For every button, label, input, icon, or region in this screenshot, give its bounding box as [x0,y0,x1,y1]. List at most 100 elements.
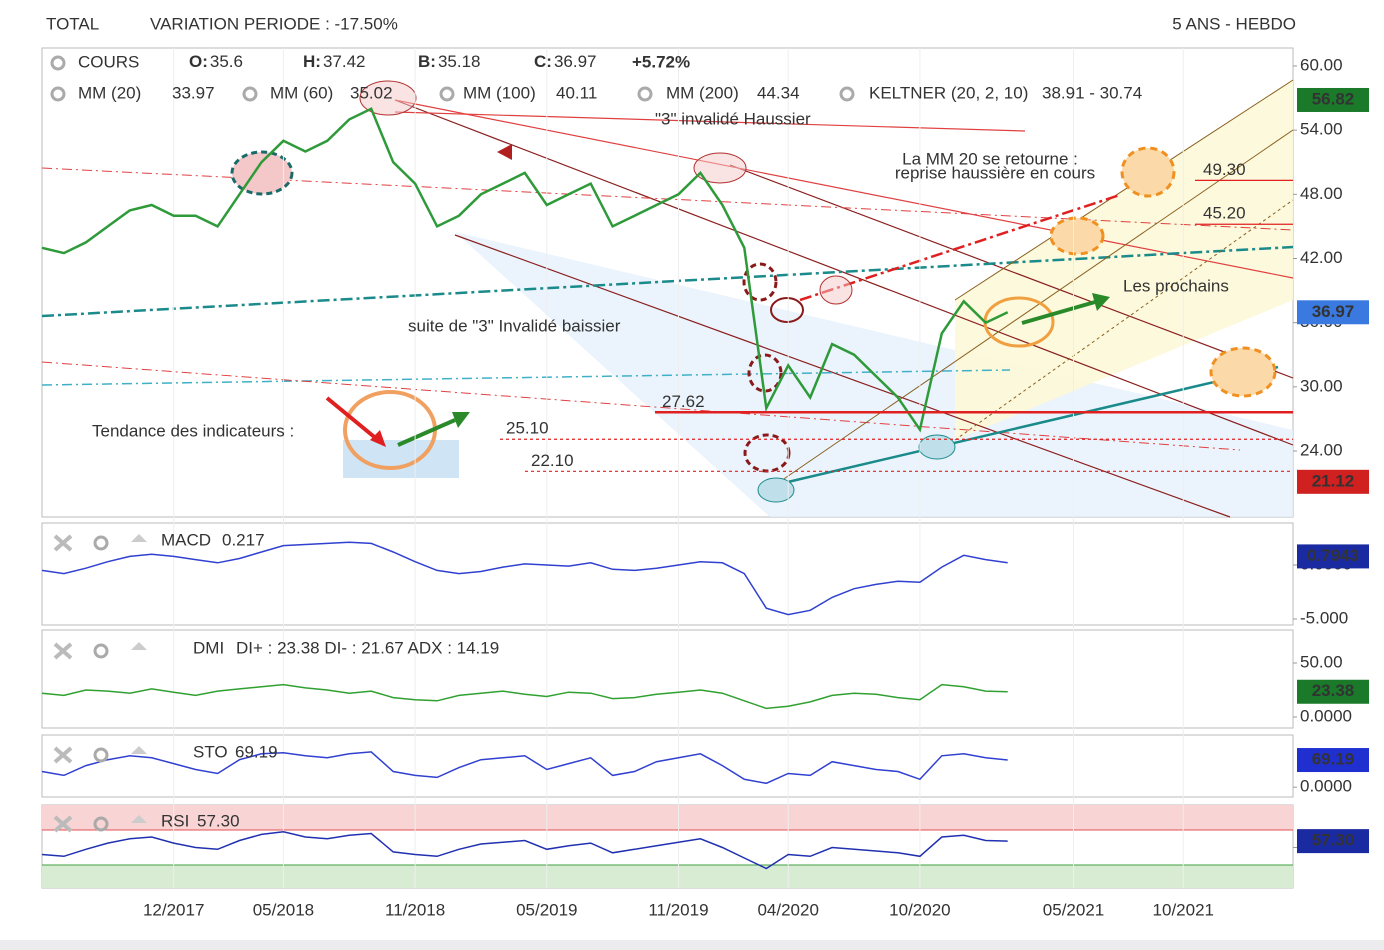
price-badge [1297,87,1369,112]
move-icon [131,746,147,754]
channel-line [774,129,1294,486]
highlight [693,152,747,184]
channel-line [454,234,1231,518]
x-tick-label: 12/2017 [143,900,204,919]
arrow-head [452,412,470,428]
change: +5.72% [632,52,690,71]
annotation: Les prochains [1123,276,1229,295]
title: TOTAL [46,14,99,33]
highlight [359,80,417,116]
annotation: "3" invalidé Haussier [655,109,811,128]
arrow-head [1092,293,1110,311]
y-tick-label: 48.00 [1300,184,1343,203]
level-label: 27.62 [662,392,705,411]
x-tick-label: 05/2019 [516,900,577,919]
value-badge-label: 57.30 [1312,831,1355,850]
value-badge-label: 69.19 [1312,750,1355,769]
price-badge-label: 36.97 [1312,302,1355,321]
arrow [397,418,456,447]
gear-icon [93,535,109,551]
y-tick-label: 54.00 [1300,120,1343,139]
legend-label: COURS [78,52,139,71]
stat: O: 35.6 [189,52,243,71]
value-badge [1297,544,1369,569]
arrow [325,396,380,442]
level-label: 25.10 [506,419,549,438]
y-tick-label: -5.000 [1300,608,1348,627]
series-line [41,541,1008,616]
arrow-head [497,144,512,160]
move-icon [131,815,147,823]
indicator-name: MM (20) [78,83,141,102]
panel-name: STO [193,742,228,761]
target [1209,346,1277,398]
y-tick-label: 42.00 [1300,248,1343,267]
value-badge-label: 23.38 [1312,681,1355,700]
macd-frame [41,522,1294,626]
indicator-name: MM (60) [270,83,333,102]
channel-line [394,99,1294,446]
annotation: suite de "3" Invalidé baissier [408,316,621,335]
rsi-oversold-zone [42,865,1293,888]
indicator-value: 44.34 [757,83,800,102]
gear-icon [93,643,109,659]
price-badge [1297,469,1369,494]
drawings [41,47,1294,889]
trend-line [774,365,1279,487]
panel-value: 0.217 [222,530,265,549]
arrow [1021,300,1096,325]
gear-icon [839,86,855,102]
stat-label: H: [303,52,321,71]
stat-value: 35.6 [210,52,243,71]
x-tick-label: 11/2018 [385,900,445,919]
gear-icon [50,55,66,71]
highlight [747,353,783,393]
indicator-value: 40.11 [556,83,597,102]
annotation: reprise haussière en cours [895,163,1095,182]
value-badge [1297,829,1369,854]
gear-icon [50,86,66,102]
move-icon [131,534,147,542]
panel-name: MACD [161,530,211,549]
y-tick-label: 30.00 [1300,376,1343,395]
y-tick-label: 0.0000 [1300,706,1352,725]
indicator-value: 35.02 [350,83,393,102]
level-label: 49.30 [1203,160,1246,179]
indicator-name: MM (100) [463,83,536,102]
stat: H: 37.42 [303,52,366,71]
x-tick-label: 10/2021 [1153,900,1214,919]
stat-value: 36.97 [554,52,597,71]
y-tick-label: 50.00 [1300,653,1343,672]
bull-channel-fill [955,80,1293,440]
panel-value: DI+ : 23.38 DI- : 21.67 ADX : 14.19 [236,638,499,657]
gear-icon [93,816,109,832]
panel-name: DMI [193,638,224,657]
arrow-head [370,430,386,447]
stat-label: C: [534,52,552,71]
x-tick-label: 05/2021 [1043,900,1104,919]
x-tick-label: 10/2020 [889,900,950,919]
period: 5 ANS - HEBDO [1172,14,1296,33]
highlight [742,262,778,302]
stat-value: 35.18 [438,52,481,71]
price-badge-label: 21.12 [1312,471,1355,490]
trend-line [41,369,1011,386]
highlight [819,275,853,305]
x-tick-label: 05/2018 [253,900,314,919]
rsi-overbought-zone [42,805,1293,830]
close-icon [53,815,73,833]
series-line [41,683,1008,710]
indicator-name: KELTNER (20, 2, 10) [869,83,1028,102]
panel-name: RSI [161,811,189,830]
stat: C: 36.97 [534,52,597,71]
panel-value: 57.30 [197,811,240,830]
sto-frame [41,734,1294,798]
channel-line [954,79,1294,301]
highlight [918,434,956,460]
stat: B: 35.18 [418,52,481,71]
price-badge [1297,300,1369,325]
trend-line [41,361,1241,451]
stat-label: B: [418,52,436,71]
trend-line [799,193,1121,302]
